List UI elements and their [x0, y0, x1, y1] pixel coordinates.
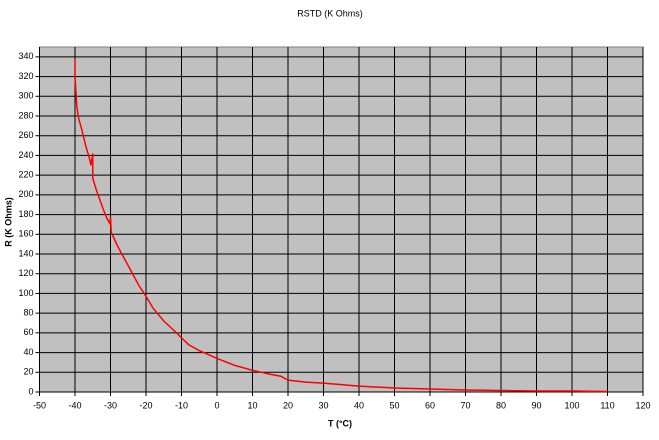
y-tick-label: 100 [18, 288, 33, 298]
x-tick-label: 40 [354, 400, 364, 410]
x-tick-label: 110 [600, 400, 614, 410]
data-line [74, 58, 608, 393]
y-axis-title: R (K Ohms) [3, 197, 13, 247]
y-tick-label: 180 [18, 209, 33, 219]
y-tick-label: 40 [23, 347, 33, 357]
x-tick-label: 30 [318, 400, 328, 410]
y-tick-label: 340 [18, 51, 33, 61]
y-tick-label: 140 [18, 248, 33, 258]
y-tick-label: 240 [18, 150, 33, 160]
x-tick-label: 60 [425, 400, 435, 410]
x-tick-label: 100 [564, 400, 579, 410]
x-tick-label: 0 [214, 400, 219, 410]
chart-title: RSTD (K Ohms) [297, 8, 363, 18]
y-tick-label: 0 [28, 386, 33, 396]
y-tick-label: 220 [18, 170, 33, 180]
x-tick-label: 120 [635, 400, 650, 410]
x-tick-label: 70 [460, 400, 470, 410]
x-tick-label: -50 [33, 400, 46, 410]
x-tick-label: -30 [104, 400, 117, 410]
x-tick-label: 50 [389, 400, 399, 410]
y-tick-label: 80 [23, 308, 33, 318]
x-tick-label: 20 [283, 400, 293, 410]
plot-area [39, 46, 644, 393]
y-tick-label: 260 [18, 130, 33, 140]
x-tick-label: 90 [531, 400, 541, 410]
y-tick-label: 320 [18, 71, 33, 81]
y-tick-label: 200 [18, 189, 33, 199]
x-tick-label: -10 [175, 400, 188, 410]
y-tick-label: 20 [23, 367, 33, 377]
y-tick-label: 60 [23, 327, 33, 337]
y-tick-label: 300 [18, 91, 33, 101]
x-axis-title: T (°C) [328, 418, 352, 428]
y-tick-label: 280 [18, 110, 33, 120]
y-tick-label: 160 [18, 229, 33, 239]
y-tick-label: 120 [18, 268, 33, 278]
x-tick-label: 10 [247, 400, 257, 410]
x-tick-label: -20 [139, 400, 152, 410]
x-tick-label: -40 [68, 400, 81, 410]
x-tick-label: 80 [496, 400, 506, 410]
